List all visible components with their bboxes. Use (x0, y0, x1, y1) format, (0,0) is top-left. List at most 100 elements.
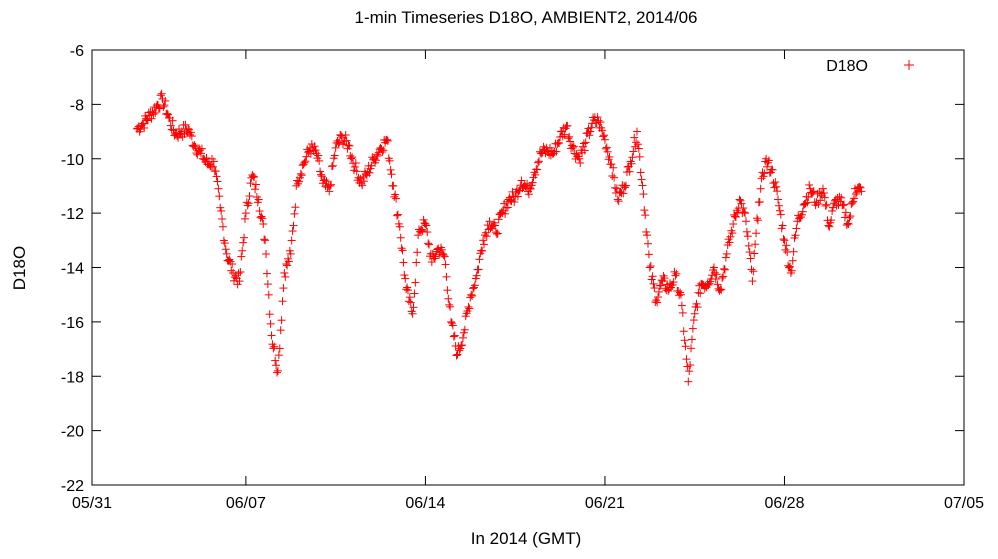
data-point (218, 214, 227, 223)
data-point (805, 180, 814, 189)
data-point (391, 190, 400, 199)
data-point (609, 163, 618, 172)
data-point (290, 209, 299, 218)
data-point (555, 139, 564, 148)
data-point (237, 252, 246, 261)
data-point (768, 165, 777, 174)
data-point (849, 197, 858, 206)
data-point (331, 143, 340, 152)
x-tick-label: 06/14 (405, 495, 445, 512)
data-point (161, 96, 170, 105)
data-point (615, 188, 624, 197)
data-point (580, 146, 589, 155)
data-point (409, 303, 418, 312)
data-point (320, 175, 329, 184)
data-point (523, 179, 532, 188)
data-point (280, 268, 289, 277)
data-point (352, 167, 361, 176)
data-point (322, 177, 331, 186)
data-point (596, 118, 605, 127)
data-point (279, 284, 288, 293)
data-point (503, 203, 512, 212)
data-point (633, 140, 642, 149)
data-point (502, 203, 511, 212)
data-point (221, 245, 230, 254)
data-point (654, 287, 663, 296)
data-point (599, 132, 608, 141)
data-point (731, 212, 740, 221)
data-point (297, 171, 306, 180)
data-point (750, 249, 759, 258)
data-point (517, 176, 526, 185)
data-point (259, 219, 268, 228)
data-point (594, 116, 603, 125)
data-point (719, 272, 728, 281)
y-tick-label: -8 (70, 97, 84, 114)
data-point (608, 171, 617, 180)
data-point (478, 246, 487, 255)
data-point (646, 262, 655, 271)
data-point (302, 152, 311, 161)
data-point (644, 250, 653, 259)
data-point (160, 101, 169, 110)
data-point (190, 141, 199, 150)
data-point (720, 264, 729, 273)
data-point (250, 173, 259, 182)
data-point (773, 187, 782, 196)
data-point (801, 199, 810, 208)
data-point (781, 245, 790, 254)
data-point (244, 199, 253, 208)
data-point (643, 239, 652, 248)
data-point (334, 139, 343, 148)
data-point (692, 299, 701, 308)
data-point (789, 247, 798, 256)
data-point (637, 175, 646, 184)
data-point (283, 261, 292, 270)
data-point (798, 207, 807, 216)
data-point (181, 120, 190, 129)
data-point (286, 249, 295, 258)
data-point (791, 231, 800, 240)
data-point (212, 172, 221, 181)
data-point (742, 217, 750, 226)
data-point (821, 201, 830, 210)
data-point (566, 137, 575, 146)
data-point (337, 131, 346, 140)
data-point (240, 233, 249, 242)
data-point (300, 158, 309, 167)
data-point (713, 280, 722, 289)
data-point (630, 133, 639, 142)
data-point (835, 192, 844, 201)
data-point (209, 157, 218, 166)
data-point (729, 220, 738, 228)
data-point (629, 147, 638, 156)
data-point (257, 212, 266, 221)
data-point (758, 168, 767, 177)
data-point (155, 104, 164, 113)
data-point (430, 254, 439, 263)
data-point (395, 222, 404, 231)
data-point (672, 269, 681, 278)
data-point (705, 279, 714, 288)
data-point (467, 290, 476, 299)
data-point (718, 273, 727, 282)
data-point (236, 267, 245, 276)
data-point (603, 147, 612, 156)
data-point (452, 351, 461, 360)
data-point (828, 206, 837, 215)
data-point (378, 147, 387, 156)
data-point (855, 182, 864, 191)
legend-label: D18O (826, 58, 868, 75)
data-point (756, 184, 765, 193)
data-point (753, 216, 762, 225)
data-point (235, 277, 244, 286)
data-point (373, 151, 382, 160)
data-point (785, 262, 794, 271)
data-point (216, 203, 225, 212)
data-point (326, 181, 335, 190)
data-point (506, 196, 515, 205)
data-point (449, 332, 458, 341)
data-point (732, 206, 741, 215)
data-point (301, 157, 310, 166)
data-point (578, 142, 587, 151)
